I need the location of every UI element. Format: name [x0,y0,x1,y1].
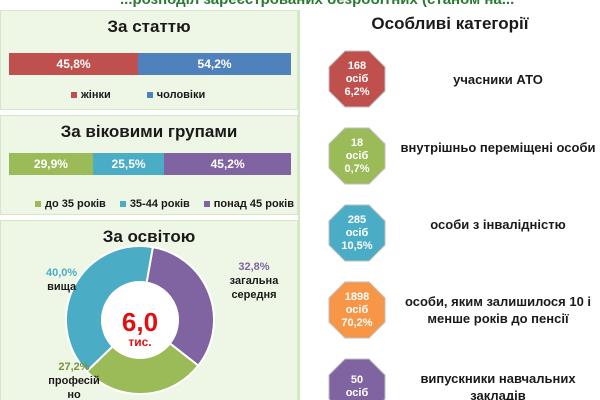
legend-label: 35-44 років [129,198,190,210]
category-percent: 0,7% [344,162,370,175]
legend-item-0: до 35 років [35,198,106,210]
category-unit: осіб [345,303,369,316]
legend-swatch [71,92,77,98]
category-label-3: особи, яким залишилося 10 і менше років … [404,294,592,326]
gender-stacked-bar: 45,8% 54,2% [9,53,291,75]
category-label-1: внутрішньо переміщені особи [400,140,596,155]
age-stacked-bar: 29,9% 25,5% 45,2% [9,153,291,175]
legend-item-0: жінки [71,89,111,101]
category-badge-2: 285 осіб 10,5% [328,204,386,262]
bar-segment-1: 25,5% [92,153,165,175]
category-badge-0: 168 осіб 6,2% [328,50,386,108]
edu-label-higher: 40,0% вища [46,266,77,294]
age-panel-title: За віковими групами [60,122,238,141]
age-panel: За віковими групами 29,9% 25,5% 45,2% до 3… [0,115,298,215]
edu-label-vocational: 27,2% професій но [46,360,102,400]
legend-label: чоловіки [156,89,206,101]
legend-swatch [146,92,153,98]
category-count: 18 [350,136,364,149]
category-count: 285 [347,213,367,226]
edu-secondary-name: загальна середня [229,275,279,301]
edu-vocational-percent: 27,2% [58,361,90,373]
category-unit: осіб [345,226,369,239]
category-label-0: учасники АТО [453,71,543,87]
donut-slice-2 [65,245,155,373]
octagon-badge-shape [328,127,386,185]
bar-segment-1: 54,2% [138,53,291,75]
category-badge-4: 50 осіб [328,358,386,400]
legend-label: понад 45 років [213,198,294,210]
category-count: 50 [350,374,364,386]
edu-label-secondary: 32,8% загальна середня [226,260,282,302]
octagon-badge-shape [328,358,386,400]
bar-segment-0: 29,9% [9,153,93,175]
legend-label: до 35 років [45,198,106,210]
donut-slice-0 [145,245,215,368]
donut-slice-1 [85,342,200,395]
legend-swatch [203,201,210,207]
legend-item-1: 35-44 років [119,198,190,210]
category-label-4: випускники навчальних закладів [420,371,576,400]
edu-secondary-percent: 32,8% [238,261,270,273]
center-total-value: 6,0 [121,307,159,337]
category-unit: осіб [345,72,369,85]
category-count: 168 [347,59,367,72]
category-unit: осіб [345,149,369,162]
category-percent: 70,2% [341,316,373,329]
education-panel-title: За освітою [102,227,196,246]
category-count: 1898 [344,290,370,303]
center-total-unit: тис. [128,335,152,349]
octagon-badge-shape [328,204,386,262]
edu-higher-percent: 40,0% [46,267,78,279]
categories-title: Особливі категорії [371,14,529,33]
legend-swatch [119,201,126,207]
octagon-badge-shape [328,50,386,108]
gender-panel: За статтю 45,8% 54,2% жінки чоловіки [0,10,298,110]
category-badge-1: 18 осіб 0,7% [328,127,386,185]
panel-divider [298,10,300,400]
edu-vocational-name: професій но [48,375,100,400]
octagon-badge-shape [328,281,386,339]
bar-segment-0: 45,8% [9,53,139,75]
page-title-strip: ...розподіл зареєстрованих безробітних (… [0,0,600,8]
category-percent: 10,5% [341,239,373,252]
page-title: ...розподіл зареєстрованих безробітних (… [120,0,514,8]
gender-legend: жінки чоловіки [71,89,205,101]
legend-swatch [35,201,41,207]
edu-higher-name: вища [47,281,77,293]
age-legend: до 35 років 35-44 років понад 45 років [35,198,294,210]
gender-panel-title: За статтю [107,17,191,36]
legend-item-2: понад 45 років [203,198,294,210]
category-badge-3: 1898 осіб 70,2% [328,281,386,339]
category-unit: осіб [345,387,369,399]
legend-item-1: чоловіки [146,89,206,101]
category-percent: 6,2% [344,85,370,98]
bar-segment-2: 45,2% [164,153,291,175]
legend-label: жінки [81,89,111,101]
donut-hole [103,283,177,357]
category-label-2: особи з інвалідністю [430,217,566,232]
education-center-total: 6,0 тис. [100,308,180,348]
